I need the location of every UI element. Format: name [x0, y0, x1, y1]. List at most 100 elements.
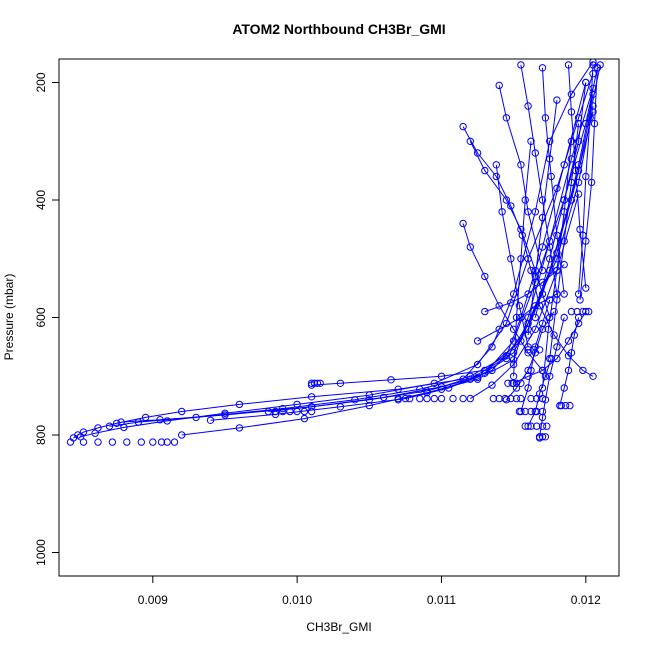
data-point	[502, 396, 511, 404]
x-axis-label: CH3Br_GMI	[306, 620, 371, 634]
series-line-33	[495, 164, 529, 348]
data-point	[574, 178, 583, 187]
data-point	[91, 429, 99, 437]
data-point	[553, 354, 561, 363]
data-point	[587, 178, 596, 187]
series-line-19	[462, 126, 594, 377]
data-point	[570, 331, 578, 339]
data-point	[560, 313, 568, 322]
data-point-cluster-5	[512, 394, 521, 403]
data-point	[553, 96, 561, 104]
data-point	[141, 413, 150, 422]
data-point	[473, 373, 482, 382]
x-tick-label: 0.011	[427, 593, 456, 607]
data-point	[574, 161, 583, 169]
y-tick-label: 200	[34, 72, 48, 92]
data-point-cluster-8	[543, 422, 551, 430]
data-point	[351, 396, 359, 404]
data-point	[538, 413, 547, 422]
data-point-cluster-12	[557, 401, 565, 410]
data-point-cluster-2	[300, 407, 309, 416]
data-point-cluster-7	[515, 407, 524, 416]
data-point	[524, 208, 532, 216]
data-point-cluster-9	[538, 433, 547, 441]
data-point-cluster-13	[579, 307, 587, 316]
data-point	[524, 331, 532, 339]
data-point	[550, 307, 558, 316]
plot-area	[66, 59, 604, 446]
data-point	[560, 161, 568, 169]
data-point	[582, 237, 590, 245]
data-point	[507, 202, 515, 210]
data-point-cluster-7	[527, 407, 535, 416]
data-point	[524, 366, 532, 375]
data-point-cluster-12	[561, 401, 570, 410]
data-point-cluster-1	[66, 438, 75, 446]
series-line-30	[513, 141, 532, 377]
data-point	[574, 119, 583, 128]
data-point	[502, 319, 511, 328]
data-point	[416, 385, 424, 393]
data-point	[560, 237, 568, 245]
data-point	[524, 384, 532, 392]
x-tick-label: 0.010	[282, 593, 312, 607]
data-point	[502, 196, 511, 204]
data-point	[567, 196, 576, 204]
data-point	[524, 319, 532, 328]
marker-layer	[66, 59, 604, 446]
data-point	[546, 372, 554, 380]
data-point	[279, 404, 287, 413]
data-point-cluster-1	[163, 438, 171, 446]
y-axis-label: Pressure (mbar)	[2, 274, 16, 361]
data-point	[560, 290, 568, 298]
data-point	[589, 59, 597, 66]
data-point	[579, 231, 587, 240]
data-point-cluster-4	[437, 394, 446, 403]
data-point	[502, 352, 511, 360]
data-point	[498, 208, 506, 216]
data-point	[394, 385, 402, 393]
data-point	[178, 431, 186, 439]
series-line-16	[527, 358, 552, 427]
data-point	[564, 366, 573, 375]
data-point	[178, 407, 186, 416]
data-point	[156, 416, 164, 424]
data-point-cluster-7	[521, 407, 529, 416]
data-point	[553, 184, 561, 193]
data-point	[300, 414, 309, 423]
data-point	[502, 354, 511, 363]
data-point	[437, 385, 446, 393]
data-point	[546, 137, 554, 146]
series-line-1	[73, 61, 594, 439]
series-line-27	[579, 67, 598, 300]
x-tick-label: 0.012	[571, 593, 601, 607]
data-point-cluster-4	[394, 394, 402, 403]
data-point	[582, 284, 590, 292]
y-tick-label: 400	[34, 190, 48, 210]
data-point-cluster-4	[449, 394, 457, 403]
data-point	[264, 407, 272, 416]
data-point	[547, 172, 555, 181]
data-point	[553, 231, 561, 240]
series-line-22	[498, 85, 543, 271]
data-point	[586, 114, 594, 122]
data-point	[541, 372, 550, 380]
data-point-cluster-5	[495, 394, 503, 403]
data-point	[473, 149, 482, 157]
data-point-cluster-11	[530, 346, 538, 354]
data-point-cluster-2	[293, 407, 301, 416]
data-point-cluster-5	[489, 394, 498, 403]
data-point-cluster-1	[170, 438, 179, 446]
data-point-cluster-2	[307, 407, 316, 416]
data-point	[560, 196, 568, 204]
data-point-cluster-6	[517, 379, 525, 387]
data-point	[567, 90, 576, 99]
data-point	[589, 70, 597, 78]
data-point	[509, 337, 518, 345]
data-point	[466, 394, 474, 403]
data-point	[365, 391, 373, 399]
data-point	[466, 137, 474, 146]
data-point	[564, 352, 573, 360]
data-point	[517, 161, 525, 169]
